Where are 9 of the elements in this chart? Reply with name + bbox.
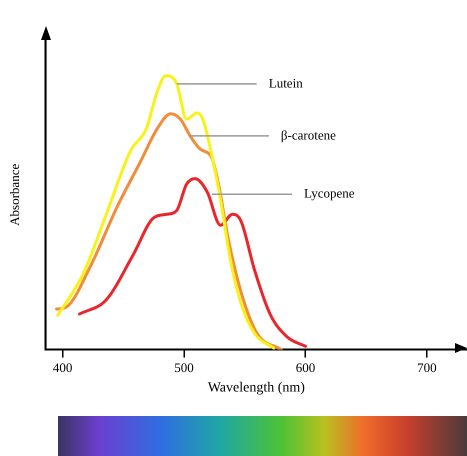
x-tick-label: 700 (417, 360, 437, 375)
annotation: Lycopene (304, 186, 355, 201)
y-axis-title: Absorbance (7, 164, 22, 226)
x-axis-title: Wavelength (nm) (208, 380, 306, 396)
x-tick-label: 500 (174, 360, 194, 375)
annotation: Lutein (268, 75, 304, 90)
x-tick-label: 600 (296, 360, 316, 375)
annotation: β-carotene (280, 127, 336, 142)
x-tick-label: 400 (52, 360, 72, 375)
